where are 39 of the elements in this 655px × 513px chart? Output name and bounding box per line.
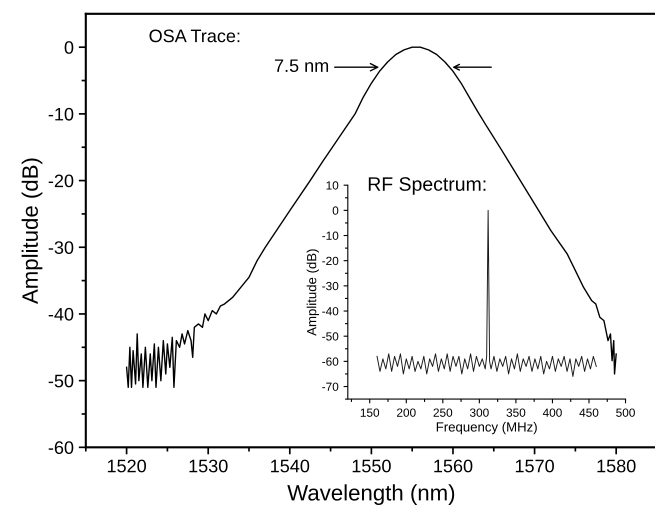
y-tick-label: -60 bbox=[48, 441, 74, 454]
y-tick-label: -70 bbox=[322, 382, 338, 391]
x-tick-label: 1520 bbox=[108, 460, 146, 472]
x-tick-label: 1540 bbox=[271, 460, 310, 472]
y-tick-label: 10 bbox=[326, 181, 338, 190]
y-tick-label: 0 bbox=[64, 41, 74, 54]
y-tick-label: -40 bbox=[48, 308, 74, 321]
x-tick-label: 400 bbox=[542, 408, 562, 417]
x-tick-label: 250 bbox=[434, 408, 452, 417]
annotation: 7.5 nm bbox=[274, 59, 328, 72]
y-tick-label: -20 bbox=[322, 256, 338, 266]
y-tick-label: -20 bbox=[48, 174, 74, 188]
y-tick-label: -50 bbox=[48, 374, 74, 388]
y-tick-label: -10 bbox=[48, 108, 74, 121]
y-axis-title: Amplitude (dB) bbox=[22, 158, 42, 304]
y-tick-label: 0 bbox=[332, 206, 338, 215]
x-tick-label: 150 bbox=[360, 408, 380, 417]
x-tick-label: 200 bbox=[397, 408, 416, 417]
x-tick-label: 1570 bbox=[516, 460, 554, 472]
x-tick-label: 300 bbox=[470, 408, 489, 417]
y-tick-label: -40 bbox=[322, 307, 338, 316]
annotation: OSA Trace: bbox=[149, 30, 240, 42]
line-series bbox=[376, 210, 597, 377]
x-axis-title: Frequency (MHz) bbox=[436, 422, 537, 434]
y-axis-title: Amplitude (dB) bbox=[306, 249, 319, 336]
annotation: RF Spectrum: bbox=[368, 177, 486, 195]
x-tick-label: 1530 bbox=[189, 460, 228, 472]
x-axis-title: Wavelength (nm) bbox=[287, 484, 454, 506]
x-tick-label: 1550 bbox=[352, 460, 391, 472]
x-tick-label: 450 bbox=[579, 408, 598, 417]
y-tick-label: -50 bbox=[322, 332, 338, 341]
y-tick-label: -60 bbox=[322, 357, 338, 366]
x-tick-label: 1580 bbox=[597, 460, 636, 472]
x-tick-label: 1560 bbox=[434, 460, 472, 472]
y-tick-label: -30 bbox=[322, 282, 338, 290]
x-tick-label: 500 bbox=[616, 408, 635, 417]
y-tick-label: -10 bbox=[322, 232, 338, 240]
y-tick-label: -30 bbox=[48, 241, 74, 254]
x-tick-label: 350 bbox=[506, 408, 526, 417]
